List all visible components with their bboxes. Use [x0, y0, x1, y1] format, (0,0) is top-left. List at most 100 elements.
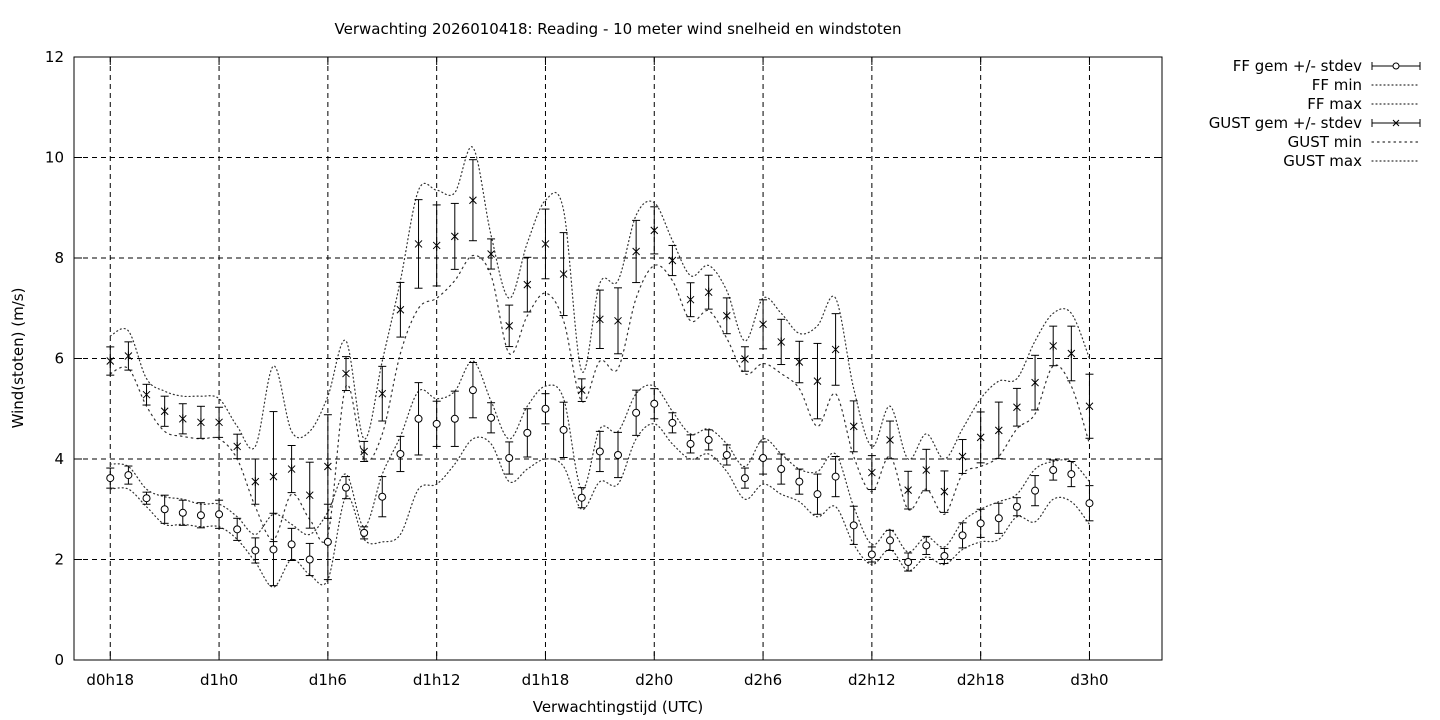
y-tick-label: 8: [54, 249, 64, 267]
x-tick-label: d1h6: [309, 671, 347, 689]
ff-mean-marker: [559, 425, 568, 434]
ff-point: [396, 435, 405, 473]
gust-point: [142, 383, 151, 406]
ff-point: [450, 390, 459, 447]
ff-mean-marker: [178, 508, 187, 517]
gust-point: [922, 448, 931, 492]
legend-label: GUST max: [1283, 152, 1362, 170]
legend-gust-marker: [1392, 119, 1400, 127]
ff-point: [994, 502, 1003, 534]
ff-point: [360, 526, 369, 540]
gust-point: [178, 403, 187, 435]
ff-point: [777, 453, 786, 485]
gust-point: [396, 281, 405, 338]
ff-point: [595, 430, 604, 473]
ff-mean-marker: [360, 528, 369, 537]
x-tick-label: d1h12: [413, 671, 461, 689]
gust-point: [1049, 325, 1058, 367]
ff-point: [1049, 459, 1058, 481]
ff-mean-marker: [305, 555, 314, 564]
gust-point: [577, 378, 586, 402]
gust-point: [614, 287, 622, 355]
ff-mean-marker: [813, 490, 822, 499]
ff-mean-marker: [196, 511, 205, 520]
ff-point: [196, 502, 205, 529]
gust-point: [886, 420, 894, 460]
ff-mean-marker: [215, 510, 224, 519]
gust-point: [722, 297, 731, 335]
gust-point: [160, 395, 169, 427]
ff-point: [1067, 461, 1076, 488]
ff-point: [523, 408, 532, 458]
ff-point: [1012, 497, 1021, 517]
gust-point: [414, 199, 423, 289]
legend-label: GUST min: [1288, 133, 1362, 151]
gust-point: [233, 433, 242, 460]
ff-point: [722, 444, 731, 466]
ff-point: [541, 393, 550, 425]
ff-point: [577, 487, 586, 509]
x-tick-label: d2h12: [848, 671, 896, 689]
gust-point: [650, 206, 659, 255]
ff-point: [487, 402, 496, 434]
ff-point: [668, 412, 677, 434]
ff-point: [886, 529, 894, 551]
gust-point: [360, 440, 369, 463]
gust-point: [523, 256, 532, 313]
grid: [74, 57, 1162, 660]
ff-point: [233, 517, 242, 541]
ff-point: [831, 455, 840, 498]
ff-mean-marker: [124, 471, 133, 480]
ff-mean-marker: [849, 521, 858, 530]
ff-point: [160, 494, 169, 524]
ff-mean-marker: [396, 449, 405, 458]
ff-mean-marker: [323, 537, 332, 546]
ff-mean-marker: [686, 439, 695, 448]
gust-point: [124, 341, 133, 371]
ff-mean-marker: [432, 419, 441, 428]
gust-point: [704, 274, 713, 310]
ff-mean-marker: [668, 418, 677, 427]
gust-point: [305, 461, 314, 529]
legend-label: FF min: [1312, 76, 1362, 94]
ff-mean-marker: [994, 514, 1003, 523]
gust-point: [287, 444, 296, 494]
ff-mean-marker: [632, 408, 641, 417]
legend-label: FF max: [1307, 95, 1362, 113]
axis-ticks: 0 2 4 6 8 10 12 d0h18 d1h0 d1h6 d1h12 d1h18 d2h0 d2h6…: [45, 48, 1162, 689]
gust-point: [468, 159, 477, 242]
ff-mean-marker: [777, 465, 786, 474]
ff-point: [795, 468, 804, 495]
ff-point: [976, 508, 985, 538]
gust-point: [958, 439, 967, 474]
gust-point: [940, 470, 949, 513]
gust-point: [1085, 373, 1094, 439]
gust-point: [269, 411, 278, 543]
ff-mean-marker: [904, 558, 913, 567]
ff-point: [468, 362, 477, 419]
x-tick-label: d0h18: [86, 671, 134, 689]
ff-mean-marker: [886, 536, 894, 545]
x-axis-label: Verwachtingstijd (UTC): [533, 698, 704, 716]
gust-point: [450, 202, 459, 270]
gust-point: [867, 455, 876, 491]
gust-point: [904, 470, 913, 510]
ff-mean-marker: [704, 435, 713, 444]
x-tick-label: d1h18: [522, 671, 570, 689]
ff-mean-marker: [1012, 502, 1021, 511]
ff-mean-marker: [940, 551, 949, 560]
gust-point: [505, 304, 514, 348]
ff-mean-marker: [233, 525, 242, 534]
ff-mean-marker: [759, 453, 768, 462]
gust-max-curve: [109, 146, 1091, 460]
gust-point: [595, 289, 604, 350]
y-tick-label: 6: [54, 350, 64, 368]
ff-point: [904, 552, 913, 572]
ff-point: [813, 473, 822, 515]
ff-point: [559, 401, 568, 458]
ff-mean-marker: [595, 447, 604, 456]
ff-mean-marker: [450, 414, 459, 423]
y-tick-label: 0: [54, 651, 64, 669]
ff-mean-marker: [251, 546, 260, 555]
